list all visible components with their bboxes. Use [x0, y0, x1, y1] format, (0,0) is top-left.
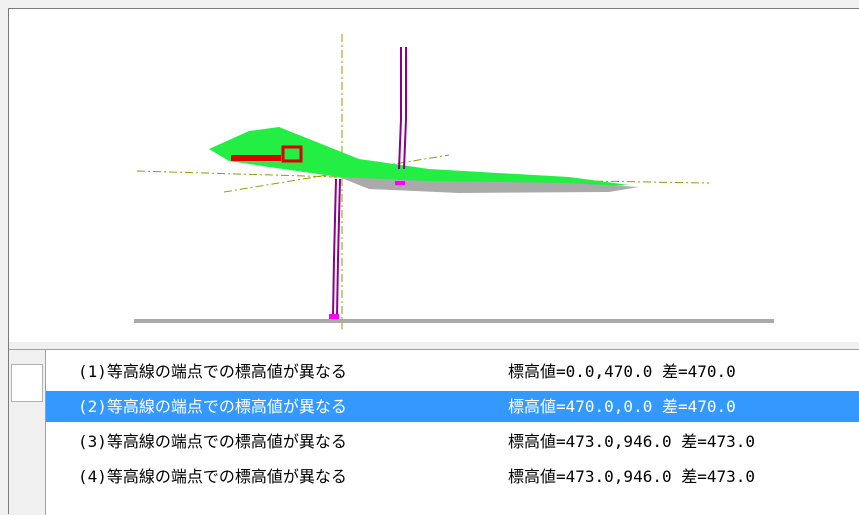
- row-detail: 標高値=0.0,470.0 差=470.0: [508, 362, 736, 381]
- row-detail: 標高値=473.0,946.0 差=473.0: [508, 467, 756, 486]
- splitter[interactable]: [9, 342, 859, 350]
- row-message: (2)等高線の端点での標高値が異なる: [78, 397, 347, 416]
- error-list: (1)等高線の端点での標高値が異なる 標高値=0.0,470.0 差=470.0(…: [9, 350, 859, 515]
- row-detail: 標高値=473.0,946.0 差=473.0: [508, 432, 756, 451]
- row-message: (3)等高線の端点での標高値が異なる: [78, 432, 347, 451]
- row-detail: 標高値=470.0,0.0 差=470.0: [508, 397, 736, 416]
- row-message: (1)等高線の端点での標高値が異なる: [78, 362, 347, 381]
- gutter-box: [11, 364, 43, 402]
- row-message: (4)等高線の端点での標高値が異なる: [78, 467, 347, 486]
- list-row[interactable]: (4)等高線の端点での標高値が異なる 標高値=473.0,946.0 差=473.…: [46, 461, 859, 492]
- window: (1)等高線の端点での標高値が異なる 標高値=0.0,470.0 差=470.0(…: [8, 8, 859, 515]
- list-row[interactable]: (1)等高線の端点での標高値が異なる 標高値=0.0,470.0 差=470.0: [46, 356, 859, 387]
- list-row[interactable]: (3)等高線の端点での標高値が異なる 標高値=473.0,946.0 差=473.…: [46, 426, 859, 457]
- 3d-view: [9, 9, 859, 343]
- list-gutter: [9, 350, 46, 515]
- list-row[interactable]: (2)等高線の端点での標高値が異なる 標高値=470.0,0.0 差=470.0: [46, 391, 859, 422]
